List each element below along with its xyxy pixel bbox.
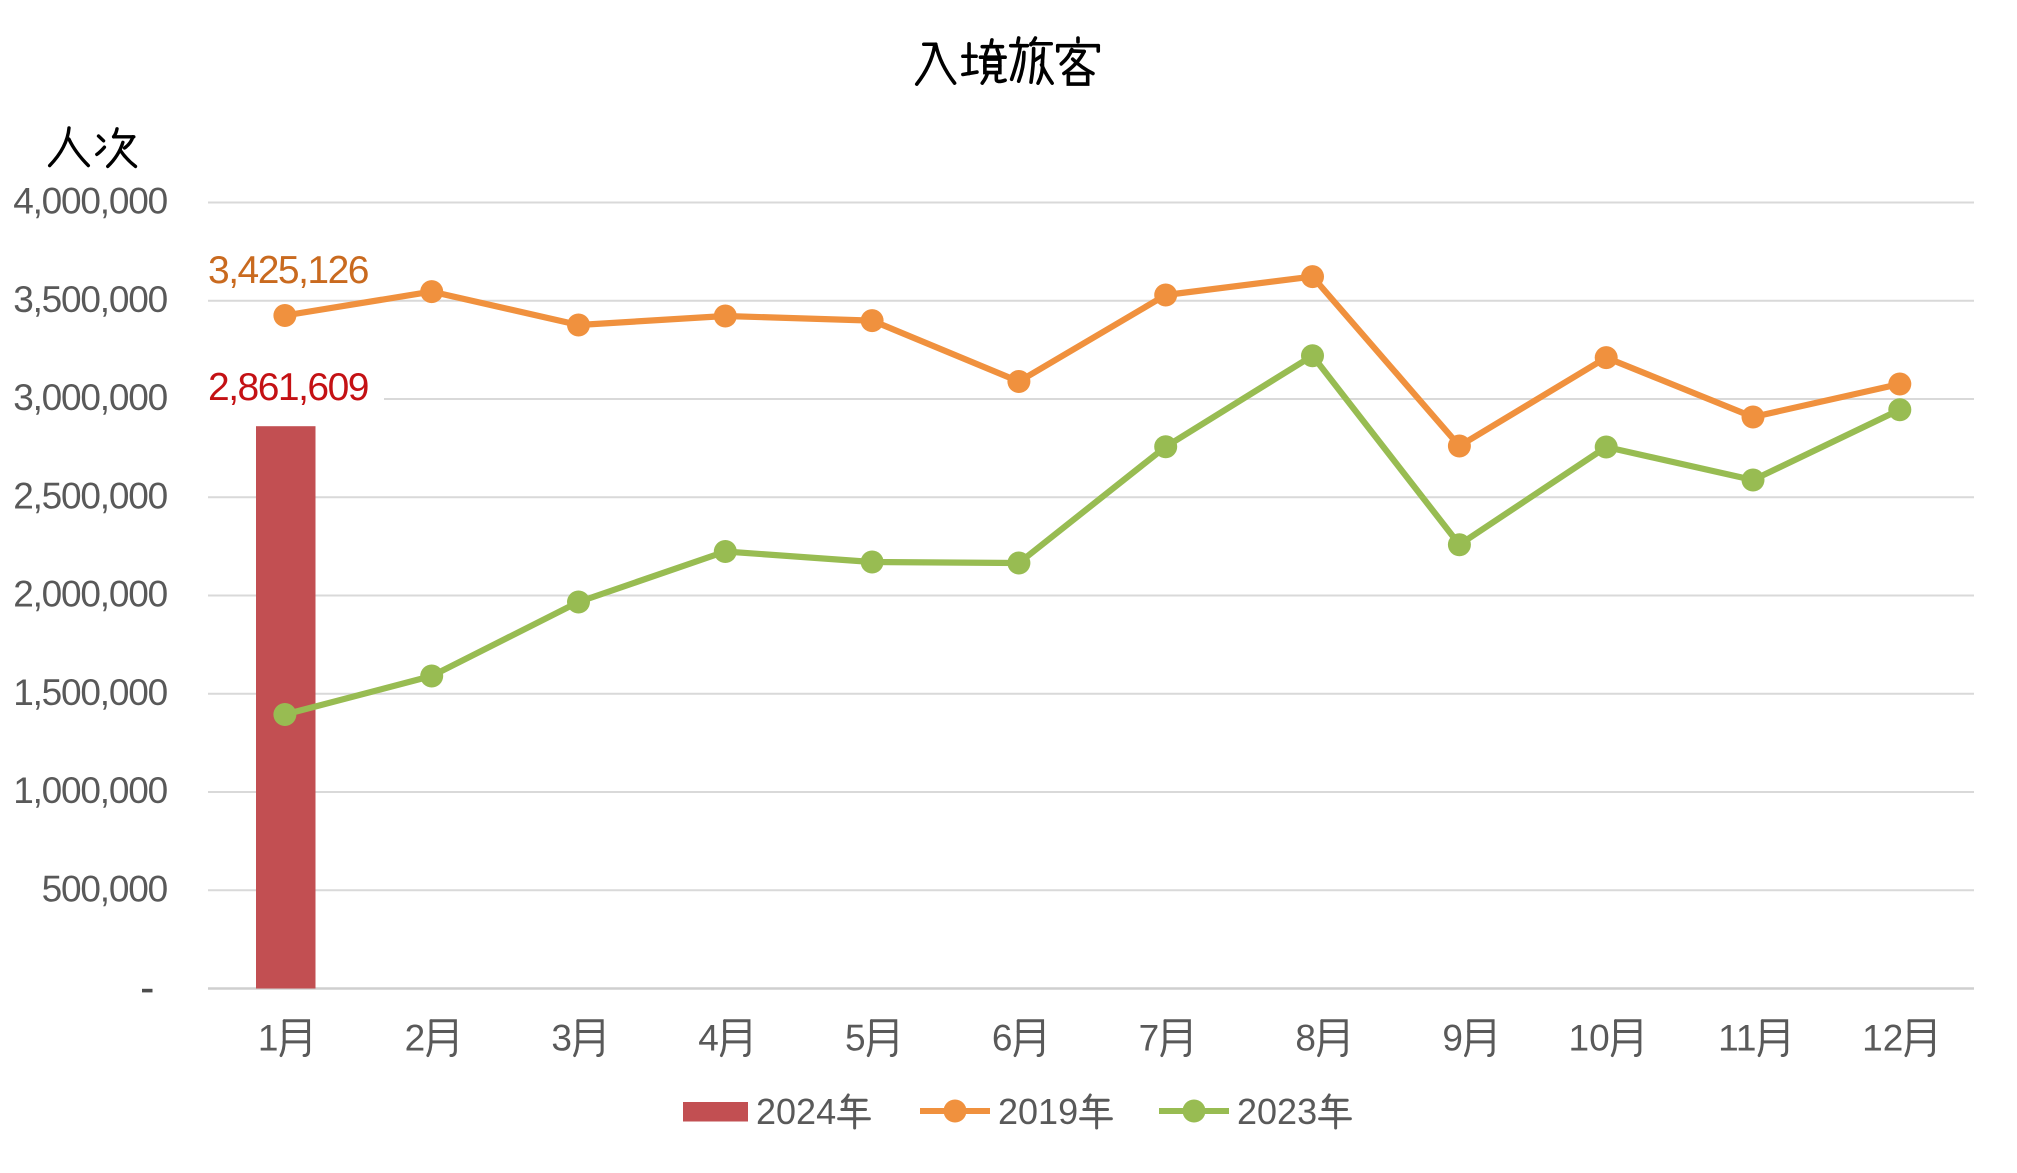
svg-text:10: 10 — [1569, 1018, 1610, 1059]
svg-text:2,861,609: 2,861,609 — [208, 366, 368, 409]
svg-text:3,500,000: 3,500,000 — [13, 279, 167, 320]
svg-text:2019: 2019 — [998, 1091, 1078, 1132]
svg-text:5: 5 — [845, 1018, 866, 1059]
svg-text:1: 1 — [258, 1018, 279, 1059]
svg-text:9: 9 — [1442, 1018, 1463, 1059]
svg-text:2024: 2024 — [756, 1091, 836, 1132]
svg-text:8: 8 — [1295, 1018, 1316, 1059]
svg-text:6: 6 — [992, 1018, 1013, 1059]
svg-text:11: 11 — [1718, 1018, 1756, 1059]
svg-text:3,425,126: 3,425,126 — [208, 249, 368, 292]
svg-text:2: 2 — [405, 1018, 426, 1059]
svg-text:2,500,000: 2,500,000 — [13, 475, 167, 516]
svg-text:500,000: 500,000 — [42, 868, 168, 909]
svg-text:4: 4 — [698, 1018, 719, 1059]
svg-text:2023: 2023 — [1237, 1091, 1317, 1132]
svg-text:3: 3 — [551, 1018, 572, 1059]
svg-text:1,000,000: 1,000,000 — [13, 770, 167, 811]
svg-text:12: 12 — [1862, 1018, 1903, 1059]
svg-text:4,000,000: 4,000,000 — [13, 181, 167, 222]
svg-text:1,500,000: 1,500,000 — [13, 672, 167, 713]
svg-text:3,000,000: 3,000,000 — [13, 377, 167, 418]
svg-text:7: 7 — [1139, 1018, 1160, 1059]
svg-text:2,000,000: 2,000,000 — [13, 574, 167, 615]
